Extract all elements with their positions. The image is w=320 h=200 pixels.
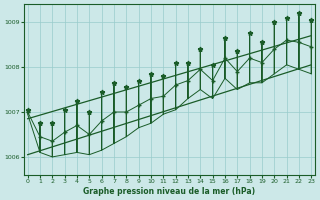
X-axis label: Graphe pression niveau de la mer (hPa): Graphe pression niveau de la mer (hPa) [84,187,256,196]
